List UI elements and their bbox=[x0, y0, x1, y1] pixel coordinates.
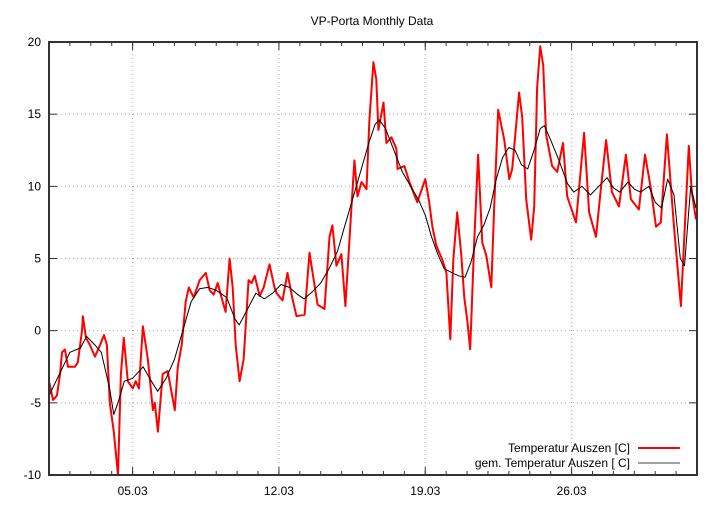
legend-label-temperature: Temperatur Auszen [C] bbox=[508, 441, 630, 455]
plot-border bbox=[48, 41, 698, 476]
y-tick-label: -10 bbox=[24, 468, 42, 482]
y-tick-label: -5 bbox=[30, 396, 41, 410]
legend-label-avg-temperature: gem. Temperatur Auszen [ C] bbox=[475, 456, 630, 470]
grid bbox=[49, 42, 697, 475]
y-tick-label: 10 bbox=[28, 179, 42, 193]
y-tick-label: 15 bbox=[28, 107, 42, 121]
series-line-temperature bbox=[48, 45, 697, 476]
axis-ticks: -10 -5 0 5 10 15 20 05.03 12.03 19.03 26.03 bbox=[24, 35, 698, 498]
y-tick-label: 5 bbox=[34, 252, 41, 266]
x-tick-label: 12.03 bbox=[264, 484, 294, 498]
series-group bbox=[48, 45, 697, 476]
chart-title: VP-Porta Monthly Data bbox=[311, 14, 434, 28]
y-tick-label: 0 bbox=[34, 324, 41, 338]
series-line-avg-temperature bbox=[48, 119, 697, 415]
y-tick-label: 20 bbox=[28, 35, 42, 49]
x-tick-label: 19.03 bbox=[410, 484, 440, 498]
legend: Temperatur Auszen [C] gem. Temperatur Au… bbox=[475, 441, 680, 470]
x-tick-label: 26.03 bbox=[557, 484, 587, 498]
x-tick-label: 05.03 bbox=[118, 484, 148, 498]
